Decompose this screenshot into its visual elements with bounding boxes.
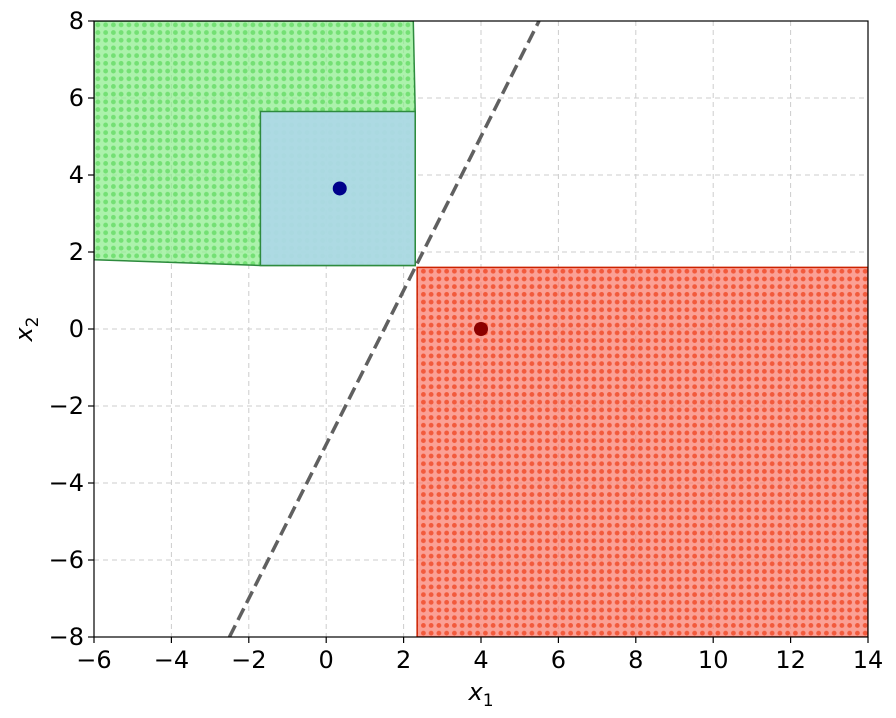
red-region-dots	[417, 267, 868, 637]
y-tick-label: 2	[69, 238, 84, 266]
y-tick-label: 8	[69, 7, 84, 35]
x-tick-label: −6	[76, 646, 111, 674]
x-tick-label: −2	[231, 646, 266, 674]
y-tick-label: −2	[49, 392, 84, 420]
y-tick-label: 0	[69, 315, 84, 343]
x-axis-label: x1	[467, 678, 493, 711]
y-tick-label: −8	[49, 623, 84, 651]
x-tick-label: −4	[154, 646, 189, 674]
y-tick-label: −6	[49, 546, 84, 574]
regions	[94, 21, 868, 637]
x-tick-label: 4	[473, 646, 488, 674]
red-region-edge	[416, 266, 868, 637]
x-tick-label: 10	[698, 646, 729, 674]
boundary-line	[227, 21, 541, 637]
x-tick-label: 6	[551, 646, 566, 674]
x-tick-label: 8	[628, 646, 643, 674]
y-tick-label: −4	[49, 469, 84, 497]
y-tick-label: 6	[69, 84, 84, 112]
points	[332, 181, 488, 336]
decision-boundary	[227, 21, 541, 637]
x-tick-label: 14	[853, 646, 884, 674]
y-tick-label: 4	[69, 161, 84, 189]
y-axis-label: x2	[10, 316, 43, 342]
x-tick-label: 12	[775, 646, 806, 674]
data-point-2	[474, 322, 488, 336]
data-point-1	[332, 181, 347, 196]
x-tick-label: 2	[396, 646, 411, 674]
blue-region-edge	[259, 110, 416, 267]
x-tick-label: 0	[319, 646, 334, 674]
